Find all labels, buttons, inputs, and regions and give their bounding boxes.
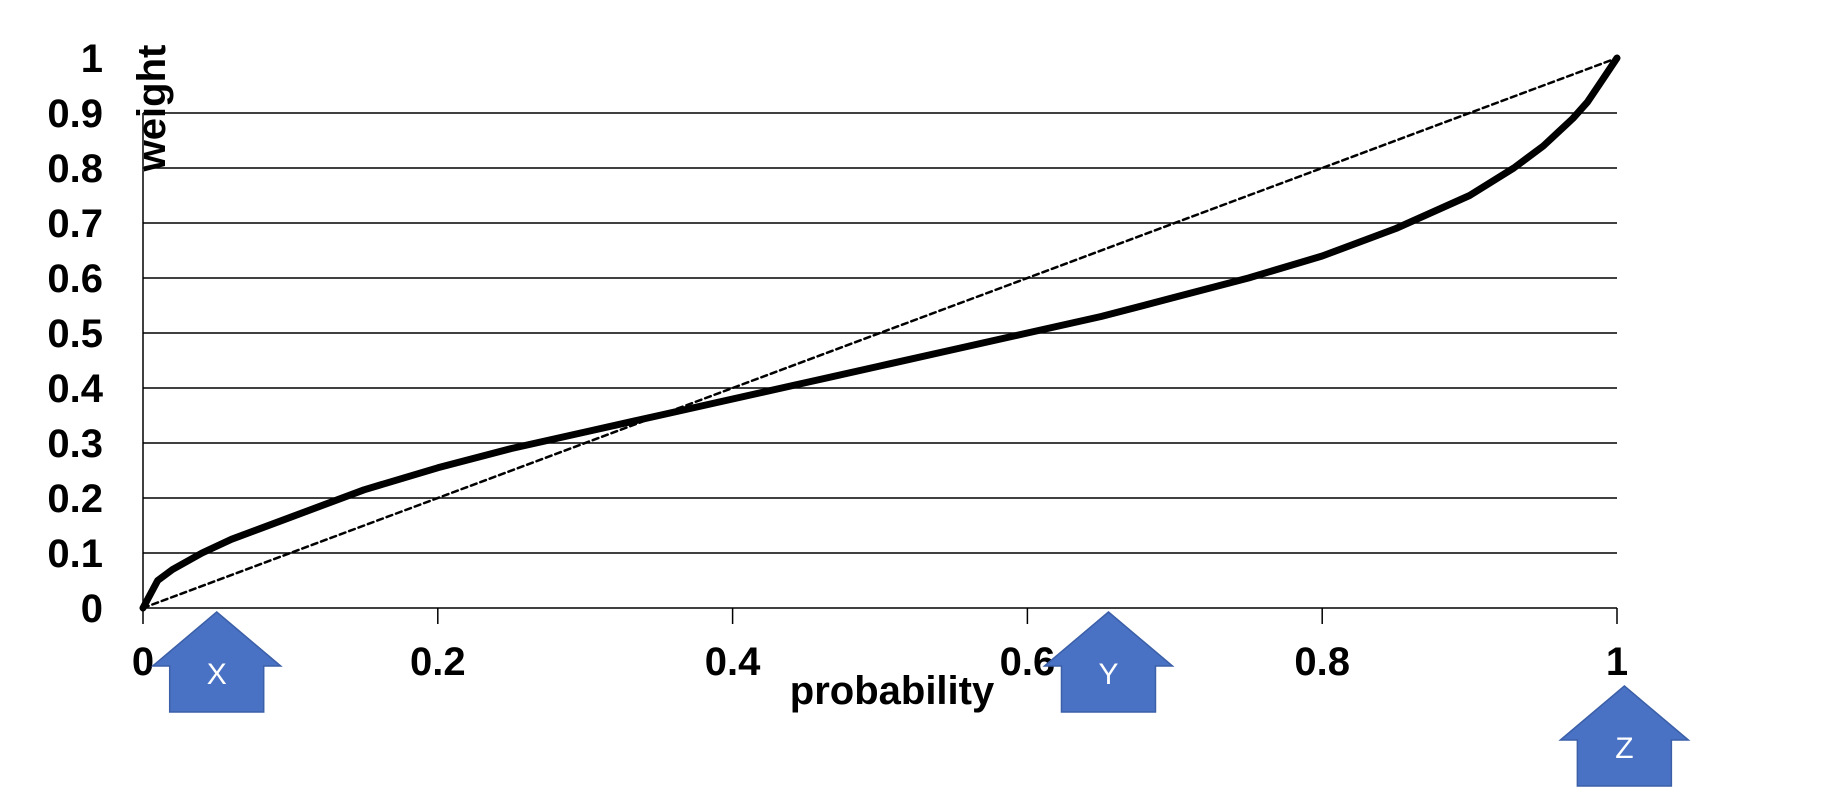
- weighting-curve-line: [139, 54, 1621, 612]
- x-tick-label: 0.4: [705, 640, 761, 684]
- y-axis-title: weight: [130, 45, 174, 173]
- x-tick-label: 1: [1606, 640, 1628, 684]
- series: [139, 54, 1621, 612]
- reference-diagonal-line: [141, 56, 1619, 610]
- x-axis-title: probability: [790, 669, 995, 713]
- arrow-annotation-y: Y: [1042, 611, 1175, 713]
- y-tick-label: 0.1: [47, 532, 103, 576]
- y-tick-label: 0.6: [47, 257, 103, 301]
- y-tick-label: 0.5: [47, 312, 103, 356]
- up-arrow-icon: [1042, 611, 1175, 713]
- y-tick-label: 0.4: [47, 367, 103, 411]
- y-tick-label: 0: [81, 587, 103, 631]
- x-tick-label: 0.2: [410, 640, 466, 684]
- arrow-label: Z: [1615, 732, 1633, 765]
- y-tick-label: 0.2: [47, 477, 103, 521]
- y-tick-label: 0.7: [47, 202, 103, 246]
- tick-labels: 0 0.1 0.2 0.3 0.4 0.5 0.6 0.7 0.8 0.9 1 0 0.2 0.4 0.6 0…: [47, 37, 1628, 684]
- up-arrow-icon: [150, 611, 283, 713]
- y-tick-label: 0.9: [47, 92, 103, 136]
- arrow-annotation-x: X: [150, 611, 283, 713]
- x-tick-label: 0.8: [1294, 640, 1350, 684]
- arrow-annotations: X Y Z: [150, 611, 1691, 787]
- x-tick-label: 0: [132, 640, 154, 684]
- up-arrow-icon: [1558, 685, 1691, 787]
- arrow-annotation-z: Z: [1558, 685, 1691, 787]
- x-tick-label: 0.6: [1000, 640, 1056, 684]
- y-tick-label: 0.8: [47, 147, 103, 191]
- arrow-label: X: [207, 658, 227, 691]
- y-tick-label: 0.3: [47, 422, 103, 466]
- arrow-label: Y: [1098, 658, 1118, 691]
- y-tick-label: 1: [81, 37, 103, 81]
